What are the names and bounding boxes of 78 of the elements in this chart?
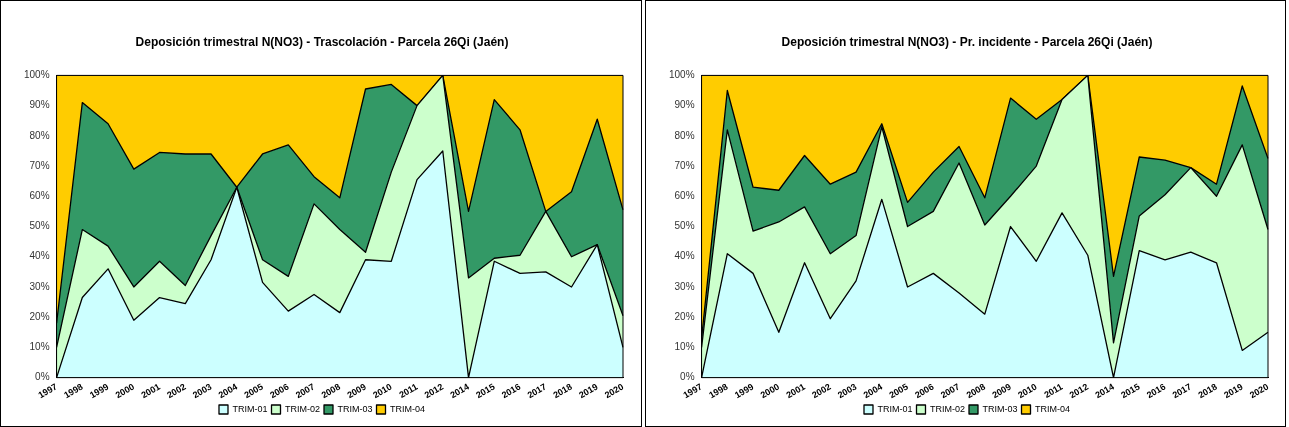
x-tick-label: 2001 (783, 381, 807, 401)
y-tick-label: 90% (674, 99, 695, 111)
x-tick-label: 2000 (113, 381, 137, 401)
y-tick-label: 100% (24, 69, 50, 81)
x-tick-label: 2015 (474, 381, 497, 401)
x-tick-label: 1999 (732, 381, 755, 401)
y-tick-label: 0% (35, 371, 50, 383)
legend-label: TRIM-04 (390, 403, 426, 414)
legend-label: TRIM-03 (337, 403, 373, 414)
x-tick-label: 2003 (835, 381, 858, 401)
x-tick-label: 2011 (1041, 381, 1064, 400)
y-tick-label: 80% (29, 129, 50, 141)
x-tick-label: 2006 (268, 381, 291, 401)
y-tick-label: 20% (29, 310, 50, 322)
x-tick-label: 1998 (706, 381, 730, 401)
x-tick-label: 2017 (525, 381, 548, 401)
x-tick-label: 2001 (139, 381, 162, 401)
x-tick-label: 2010 (1015, 381, 1039, 401)
x-tick-label: 2002 (809, 381, 833, 401)
legend-label: TRIM-02 (285, 403, 321, 414)
y-tick-label: 60% (29, 190, 50, 202)
x-tick-label: 2017 (1170, 381, 1193, 401)
y-tick-label: 20% (674, 310, 695, 322)
x-tick-label: 1997 (681, 381, 704, 401)
x-tick-label: 2016 (499, 381, 523, 401)
y-tick-label: 90% (29, 99, 50, 111)
x-tick-label: 2020 (602, 381, 626, 401)
y-tick-label: 70% (674, 159, 695, 171)
x-tick-label: 2009 (989, 381, 1013, 401)
x-tick-label: 2018 (1195, 381, 1219, 401)
y-tick-label: 40% (674, 250, 695, 262)
x-tick-label: 2014 (1092, 381, 1116, 401)
x-tick-label: 2002 (165, 381, 188, 401)
chart-title: Deposición trimestral N(NO3) - Pr. incidente - Parcela 26Qi (Jaén) (781, 34, 1152, 49)
y-tick-label: 40% (29, 250, 50, 262)
x-tick-label: 2007 (293, 381, 317, 401)
x-tick-label: 2019 (1221, 381, 1244, 401)
x-tick-label: 2003 (190, 381, 214, 401)
x-tick-label: 2018 (551, 381, 574, 401)
legend-label: TRIM-03 (982, 403, 1018, 414)
x-tick-label: 2005 (886, 381, 910, 401)
x-tick-label: 2010 (371, 381, 394, 401)
x-tick-label: 1997 (36, 381, 59, 401)
y-tick-label: 70% (29, 159, 50, 171)
x-tick-label: 2005 (242, 381, 265, 401)
x-tick-label: 2015 (1118, 381, 1142, 401)
x-tick-label: 2019 (577, 381, 600, 401)
x-tick-label: 2009 (345, 381, 368, 401)
x-tick-label: 2020 (1247, 381, 1270, 401)
y-tick-label: 10% (674, 341, 695, 353)
x-tick-label: 2008 (964, 381, 987, 401)
x-tick-label: 2012 (422, 381, 446, 401)
x-tick-label: 2004 (861, 381, 884, 401)
y-tick-label: 50% (29, 220, 50, 232)
x-tick-label: 2000 (758, 381, 781, 401)
legend-label: TRIM-04 (1034, 403, 1070, 414)
y-tick-label: 80% (674, 129, 695, 141)
legend-label: TRIM-01 (877, 403, 913, 414)
chart-title: Deposición trimestral N(NO3) - Trascolación - Parcela 26Qi (Jaén) (135, 34, 509, 49)
x-tick-label: 2004 (216, 381, 240, 401)
x-tick-label: 2016 (1144, 381, 1167, 401)
y-tick-label: 0% (679, 371, 695, 383)
y-tick-label: 60% (674, 190, 695, 202)
x-tick-label: 2007 (938, 381, 961, 401)
x-tick-label: 2011 (397, 381, 420, 400)
x-tick-label: 1999 (87, 381, 111, 401)
x-tick-label: 2014 (448, 381, 471, 401)
legend-label: TRIM-02 (929, 403, 965, 414)
x-tick-label: 2012 (1067, 381, 1090, 401)
x-tick-label: 2008 (319, 381, 343, 401)
y-tick-label: 30% (29, 280, 50, 292)
y-tick-label: 10% (29, 341, 50, 353)
y-tick-label: 30% (674, 280, 695, 292)
y-tick-label: 50% (674, 220, 695, 232)
x-tick-label: 1998 (62, 381, 85, 401)
legend-label: TRIM-01 (232, 403, 268, 414)
x-tick-label: 2006 (912, 381, 936, 401)
y-tick-label: 100% (668, 69, 695, 81)
